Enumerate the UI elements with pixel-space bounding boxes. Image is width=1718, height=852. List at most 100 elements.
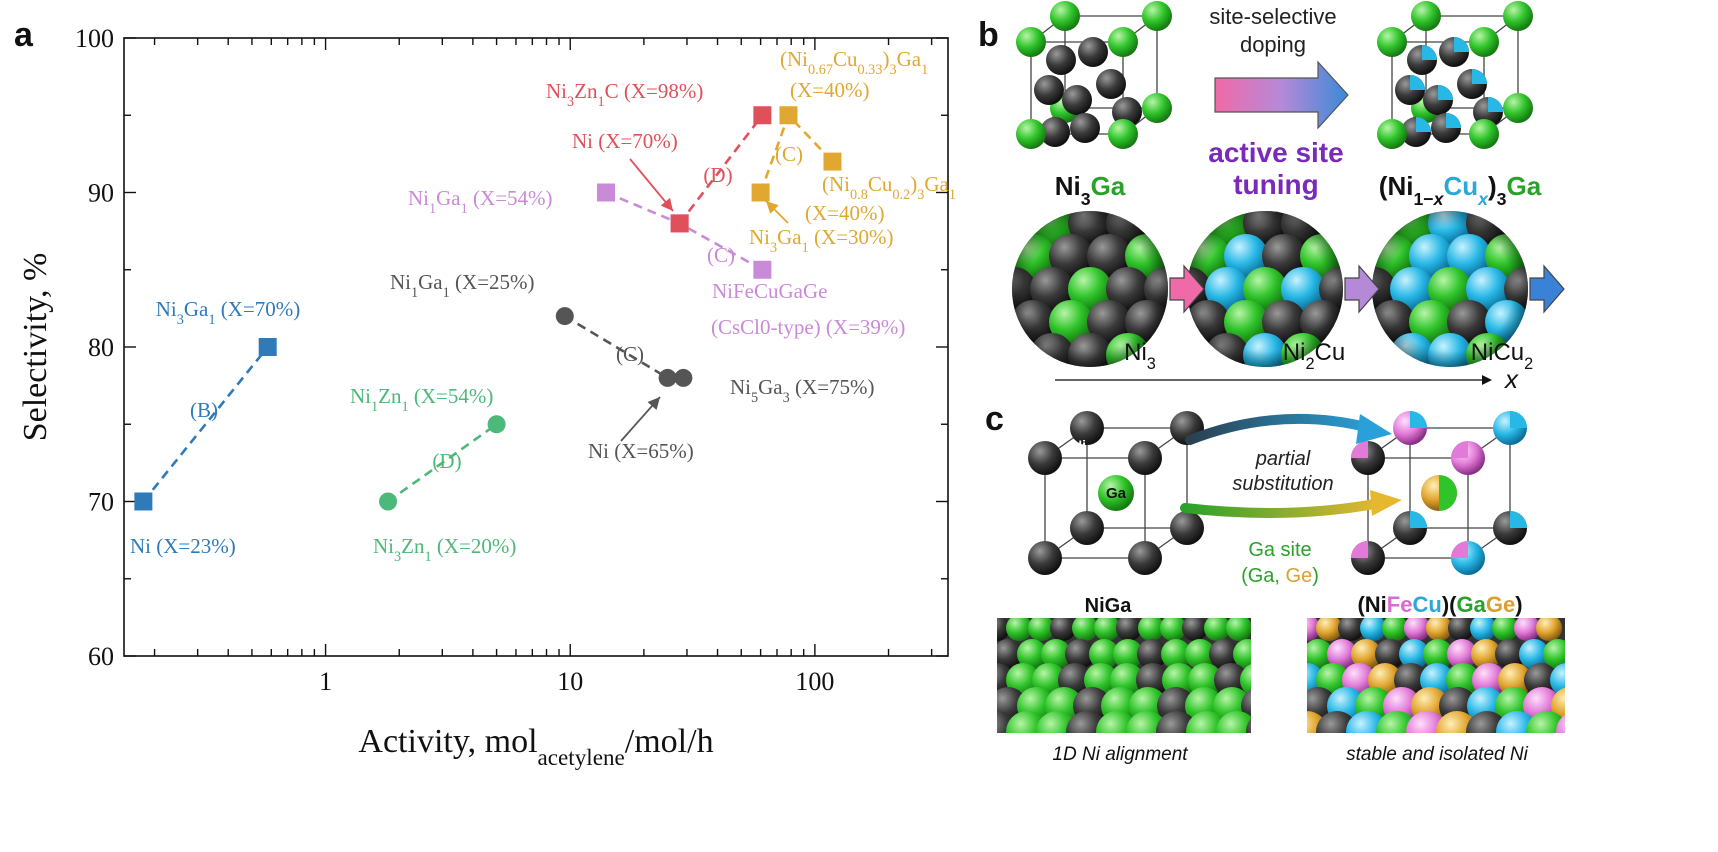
atom xyxy=(916,201,960,245)
atom xyxy=(1040,117,1070,147)
atom xyxy=(1187,211,1192,212)
atom xyxy=(1246,718,1251,733)
atom xyxy=(1338,366,1343,367)
atom xyxy=(1161,639,1191,669)
annotation-label: Ni (X=70%) xyxy=(572,129,678,153)
niga-name: NiGa xyxy=(1085,595,1133,617)
atom xyxy=(1266,663,1300,697)
atom xyxy=(1428,399,1472,443)
atom xyxy=(954,333,998,377)
atom xyxy=(1012,211,1055,212)
atom xyxy=(1240,664,1251,696)
atom-label-ni: Ni xyxy=(1072,437,1086,453)
data-point xyxy=(596,183,615,202)
atom xyxy=(1586,711,1628,753)
atom xyxy=(954,663,988,697)
atom xyxy=(1414,366,1458,410)
annotation-label: (D) xyxy=(432,449,461,473)
data-point xyxy=(751,183,770,202)
ga-site-text: Ga site xyxy=(1248,539,1311,561)
atom xyxy=(897,234,941,278)
atom xyxy=(1089,639,1119,669)
atom xyxy=(1187,333,1211,367)
atom xyxy=(1214,663,1248,697)
atom xyxy=(935,432,979,476)
atom xyxy=(1138,618,1164,641)
atom xyxy=(1224,366,1268,367)
y-tick-label: 80 xyxy=(88,333,114,362)
atom xyxy=(1216,711,1251,733)
atom xyxy=(954,267,998,311)
annotation-label: (X=40%) xyxy=(790,78,870,102)
panel-label-b: b xyxy=(978,16,999,54)
atom xyxy=(1607,687,1645,725)
atom xyxy=(1041,639,1071,669)
atom xyxy=(1272,615,1298,641)
atom xyxy=(1187,211,1230,212)
doping-arrow xyxy=(1214,60,1349,130)
atom xyxy=(1163,366,1168,367)
atom xyxy=(1256,711,1298,753)
atom xyxy=(1469,119,1499,149)
atom xyxy=(1188,663,1222,697)
atom xyxy=(916,267,960,311)
data-point xyxy=(134,492,153,511)
y-tick-label: 60 xyxy=(88,642,114,671)
series-line xyxy=(387,423,498,503)
atom xyxy=(1637,102,1681,146)
atom xyxy=(1046,45,1076,75)
atom xyxy=(973,102,1017,146)
atom xyxy=(1618,135,1662,179)
atom xyxy=(1637,432,1681,476)
data-point xyxy=(753,260,772,279)
atom xyxy=(878,267,922,311)
atom xyxy=(1637,168,1681,212)
atom xyxy=(1492,618,1518,641)
atom xyxy=(1028,441,1062,475)
atom xyxy=(1307,697,1309,715)
atom xyxy=(1372,211,1377,212)
atom xyxy=(1561,168,1605,212)
atom xyxy=(1319,211,1343,245)
atom xyxy=(1182,618,1208,641)
site-label-nicu2: NiCu2 xyxy=(1471,339,1533,373)
data-point xyxy=(658,368,677,387)
atom xyxy=(1504,211,1528,245)
atom xyxy=(1426,618,1452,641)
annotation-label: Ni1Zn1 (X=54%) xyxy=(350,384,493,415)
annotation-label: Ni3Ga1 (X=70%) xyxy=(156,297,301,328)
step-arrow-3 xyxy=(1529,264,1565,314)
atom xyxy=(1423,639,1453,669)
atom xyxy=(1376,366,1420,410)
substitution-text-2: substitution xyxy=(1232,473,1333,495)
atom xyxy=(1542,201,1586,245)
atom xyxy=(1012,366,1055,367)
atom xyxy=(1209,639,1239,669)
atom xyxy=(1382,618,1408,641)
atom xyxy=(1062,85,1092,115)
ga-site-arrow xyxy=(1180,498,1385,518)
atom xyxy=(1016,27,1046,57)
step-arrow-2 xyxy=(1344,264,1380,314)
atom xyxy=(1072,366,1116,410)
atom xyxy=(1295,366,1339,410)
atom xyxy=(1226,618,1251,641)
atom xyxy=(1514,618,1540,641)
atom xyxy=(1372,333,1396,367)
doped-formula: (Ni1−xCux)3Ga xyxy=(1379,171,1542,209)
atom xyxy=(1576,663,1610,697)
atom xyxy=(1599,168,1643,212)
tuning-text-1: active site xyxy=(1208,137,1343,168)
atom xyxy=(1070,511,1104,545)
annotation-label: (B) xyxy=(190,398,218,422)
atom xyxy=(997,639,1023,669)
atom xyxy=(1550,663,1565,697)
atom xyxy=(1201,366,1245,410)
caption-right: stable and isolated Ni xyxy=(1346,744,1528,765)
annotation-label: Ni1Ga1 (X=54%) xyxy=(408,186,553,217)
atom xyxy=(1096,69,1126,99)
annotation-label: (C) xyxy=(775,142,803,166)
atom xyxy=(997,697,999,715)
atom xyxy=(997,646,999,662)
